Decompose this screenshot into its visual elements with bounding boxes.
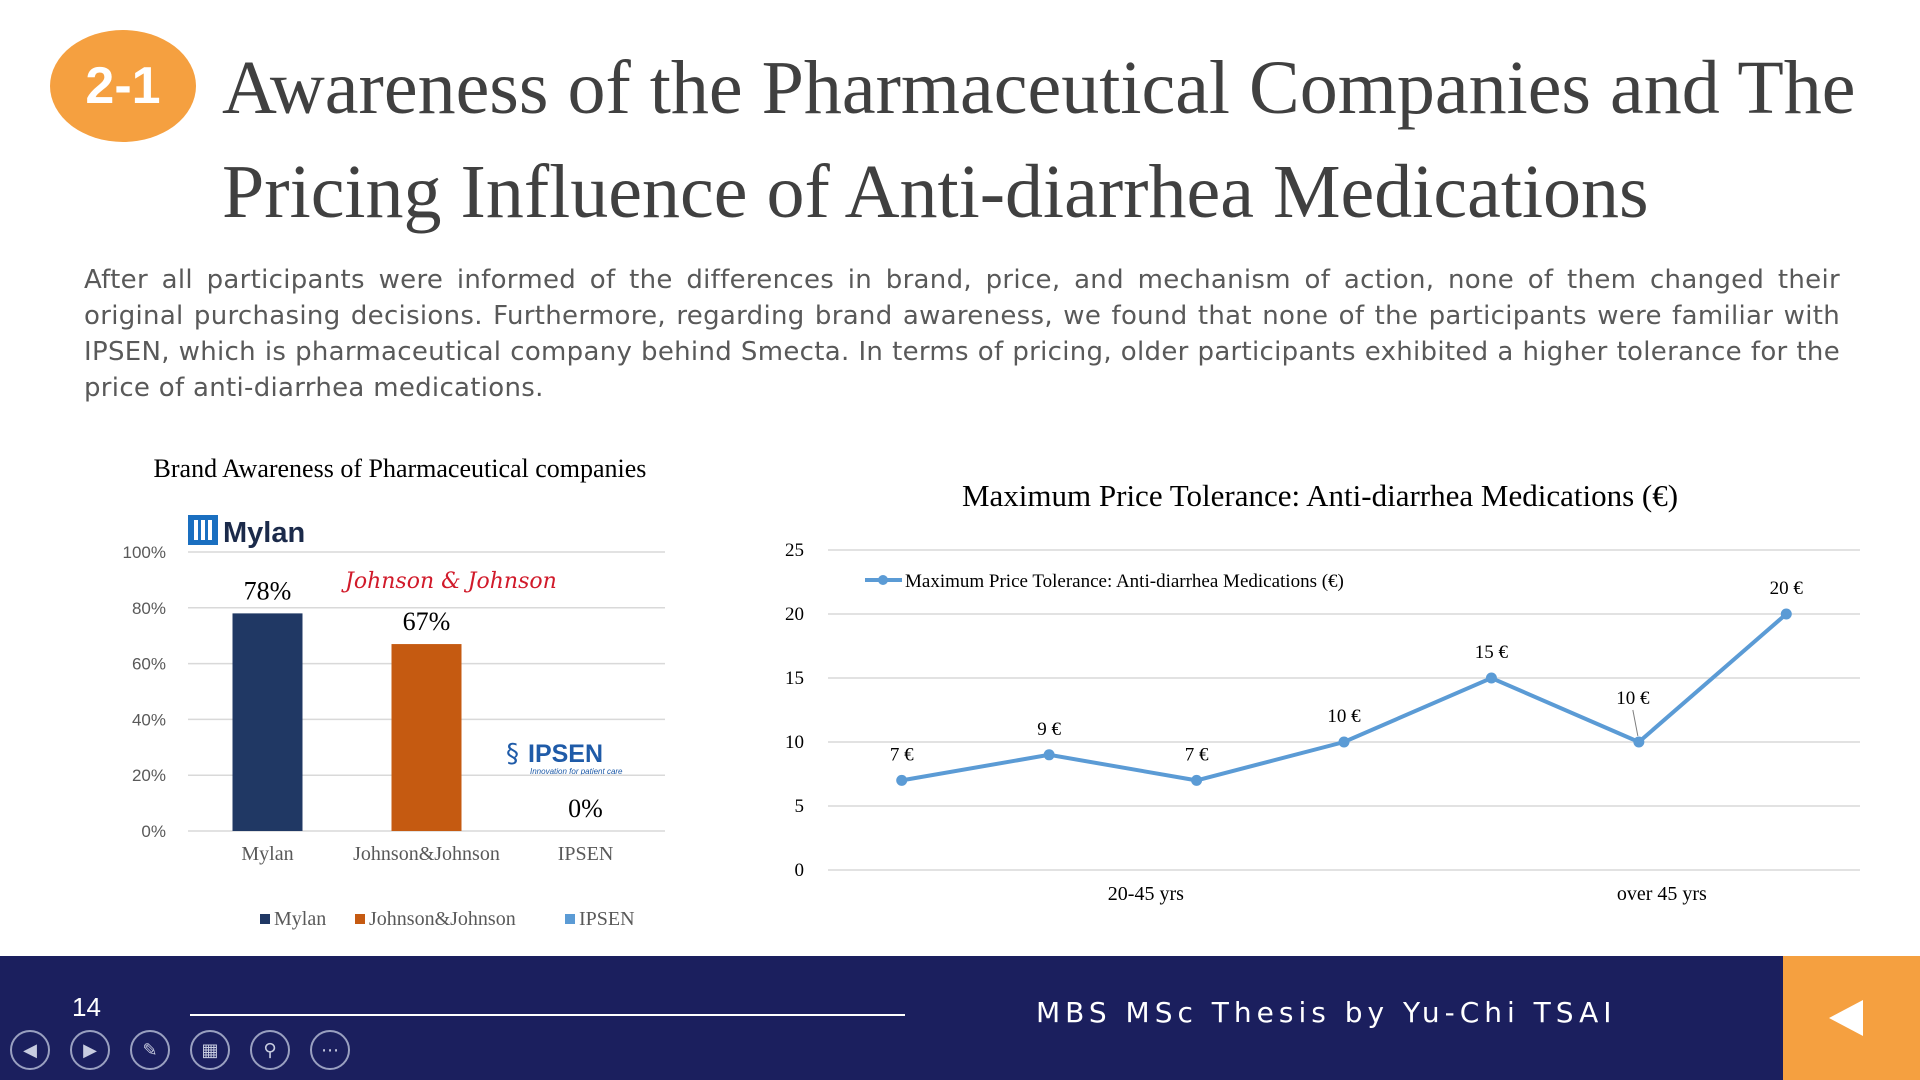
- bar-ytick-label: 0%: [141, 822, 166, 841]
- jnj-logo: Johnson & Johnson: [341, 569, 557, 594]
- bar-ytick-label: 80%: [132, 599, 166, 618]
- line-chart: 0 5 10 15 20 25 Maximum Price Tolerance: Anti…: [785, 540, 1860, 905]
- bar-johnsonjohnson: [391, 644, 462, 831]
- footer-bar: 14 MBS MSc Thesis by Yu-Chi TSAI ◀ ▶ ✎ ▦…: [0, 956, 1920, 1080]
- slides-icon[interactable]: ▦: [190, 1030, 230, 1070]
- bar-legend-item: Mylan: [274, 908, 326, 930]
- back-arrow-icon: [1829, 1000, 1863, 1036]
- title-line-2: Pricing Influence of Anti-diarrhea Medic…: [222, 150, 1649, 234]
- line-point: [1043, 749, 1055, 761]
- bar-ytick-label: 60%: [132, 655, 166, 674]
- line-ytick-label: 0: [795, 860, 805, 881]
- line-ytick-label: 25: [785, 540, 804, 561]
- page-number: 14: [72, 992, 101, 1022]
- line-data-label: 7 €: [1185, 744, 1209, 765]
- page-title: Awareness of the Pharmaceutical Companie…: [222, 36, 1882, 244]
- progress-line: [190, 1014, 905, 1016]
- more-icon[interactable]: ⋯: [310, 1030, 350, 1070]
- bar-xtick-label: Mylan: [241, 843, 293, 865]
- bar-legend-swatch: [565, 914, 575, 924]
- summary-paragraph: After all participants were informed of …: [84, 265, 1840, 403]
- ipsen-logo-mark: §: [506, 739, 519, 769]
- zoom-icon[interactable]: ⚲: [250, 1030, 290, 1070]
- bar-ytick-label: 20%: [132, 766, 166, 785]
- back-button[interactable]: [1783, 956, 1920, 1080]
- section-badge: 2-1: [50, 30, 196, 142]
- line-data-label: 7 €: [890, 744, 914, 765]
- line-point: [1338, 736, 1350, 748]
- line-point: [896, 774, 908, 786]
- line-point: [1191, 774, 1203, 786]
- bar-chart: Mylan Johnson & Johnson § IPSEN Innovati…: [123, 515, 665, 930]
- line-ytick-label: 5: [795, 796, 805, 817]
- line-ytick-label: 10: [785, 732, 804, 753]
- mylan-logo-text: Mylan: [223, 517, 305, 549]
- line-group-label: over 45 yrs: [1617, 883, 1707, 905]
- previous-icon[interactable]: ◀: [10, 1030, 50, 1070]
- line-label-leader: [1632, 709, 1639, 737]
- line-data-label: 10 €: [1616, 688, 1650, 709]
- bar-chart-title: Brand Awareness of Pharmaceutical compan…: [153, 454, 647, 483]
- next-icon[interactable]: ▶: [70, 1030, 110, 1070]
- bar-legend-item: IPSEN: [579, 908, 635, 930]
- title-line-1: Awareness of the Pharmaceutical Companie…: [222, 46, 1856, 130]
- line-point: [1780, 608, 1792, 620]
- bar-mylan: [232, 613, 303, 831]
- line-chart-title: Maximum Price Tolerance: Anti-diarrhea M…: [961, 478, 1679, 513]
- bar-ytick-label: 100%: [123, 543, 166, 562]
- line-group-label: 20-45 yrs: [1108, 883, 1184, 905]
- ipsen-logo: § IPSEN Innovation for patient care: [506, 739, 623, 776]
- line-data-label: 10 €: [1327, 706, 1361, 727]
- bar-data-label: 67%: [403, 607, 451, 636]
- line-point: [1633, 736, 1645, 748]
- bar-legend-swatch: [355, 914, 365, 924]
- bar-data-label: 78%: [244, 576, 292, 605]
- bar-legend-item: Johnson&Johnson: [369, 908, 516, 930]
- bar-xtick-label: IPSEN: [558, 843, 614, 865]
- line-data-label: 9 €: [1037, 719, 1061, 740]
- bar-xtick-label: Johnson&Johnson: [353, 843, 500, 865]
- line-data-label: 15 €: [1475, 642, 1509, 663]
- thesis-credit: MBS MSc Thesis by Yu-Chi TSAI: [1036, 996, 1617, 1029]
- line-legend-marker: [878, 575, 888, 585]
- mylan-logo: Mylan: [188, 515, 305, 549]
- line-point: [1485, 672, 1497, 684]
- line-ytick-label: 15: [785, 668, 804, 689]
- line-legend-item: Maximum Price Tolerance: Anti-diarrhea M…: [905, 571, 1344, 592]
- line-ytick-label: 20: [785, 604, 804, 625]
- bar-legend-swatch: [260, 914, 270, 924]
- series-line: [901, 612, 1788, 783]
- ipsen-logo-tagline: Innovation for patient care: [530, 767, 623, 776]
- bar-ytick-label: 40%: [132, 710, 166, 729]
- pen-icon[interactable]: ✎: [130, 1030, 170, 1070]
- bar-data-label: 0%: [568, 794, 603, 823]
- line-data-label: 20 €: [1770, 578, 1804, 599]
- ipsen-logo-text: IPSEN: [528, 740, 603, 768]
